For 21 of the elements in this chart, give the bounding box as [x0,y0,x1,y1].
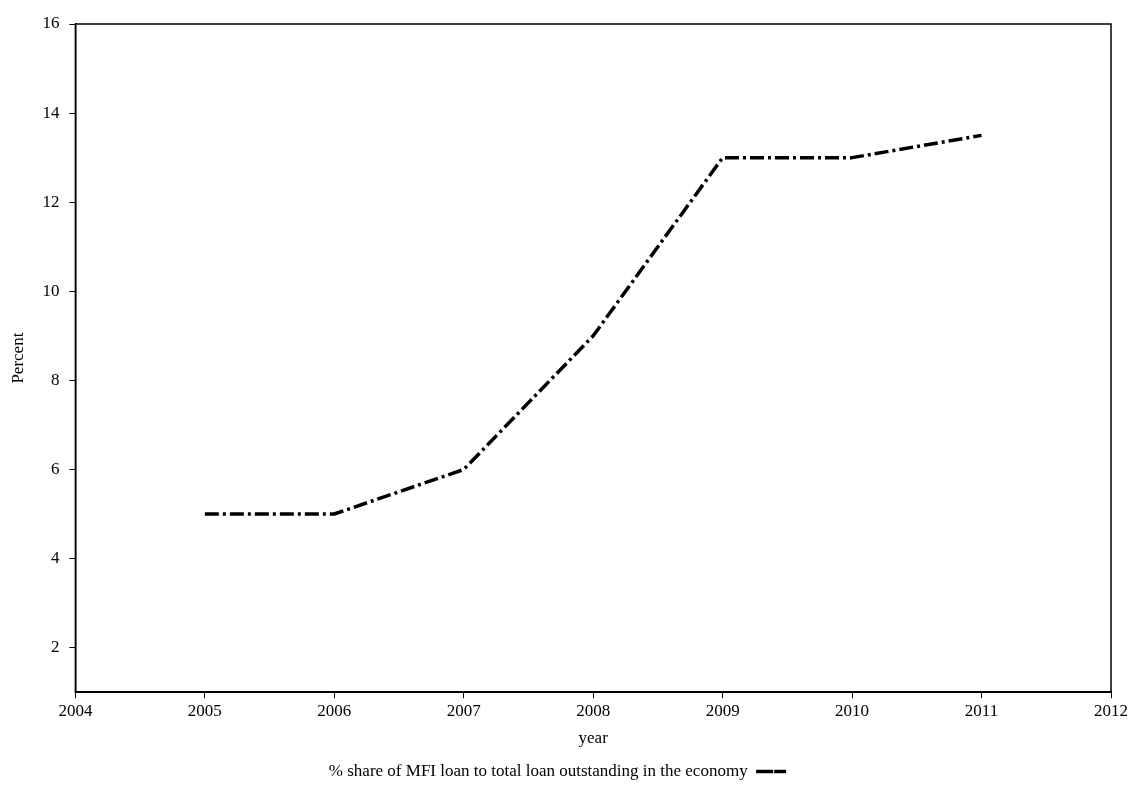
y-axis-title: Percent [7,332,27,384]
x-tick-label: 2007 [446,700,482,720]
x-axis-title: year [578,728,609,748]
line-series [203,133,984,516]
x-tick-label: 2010 [835,700,870,720]
x-tick-label: 2009 [705,700,740,720]
y-tick-label: 2 [50,637,60,657]
y-tick-label: 6 [50,458,60,478]
x-tick-label: 2005 [187,700,222,720]
y-tick-label: 8 [50,369,60,389]
x-tick-label: 2004 [58,700,93,720]
x-tick-label: 2011 [964,700,999,720]
y-tick-label: 16 [42,13,60,33]
legend-label: % share of MFI loan to total loan outstanding in the economy [328,760,749,780]
x-tick-label: 2006 [317,700,352,720]
x-tick-label: 2012 [1094,700,1128,720]
y-tick-label: 12 [42,191,60,211]
y-tick-label: 4 [50,548,60,568]
y-tick-label: 14 [42,102,60,122]
x-tick-label: 2008 [576,700,611,720]
y-tick-label: 10 [42,280,60,300]
